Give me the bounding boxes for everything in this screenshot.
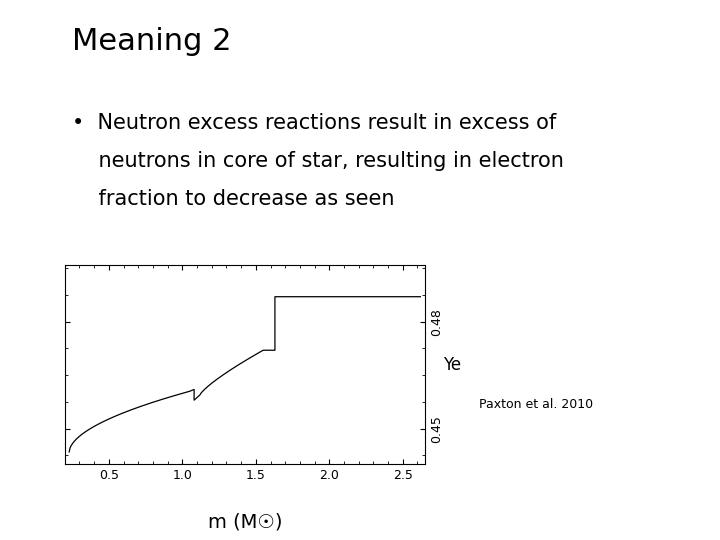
Text: Ye: Ye [443,355,461,374]
Text: Meaning 2: Meaning 2 [72,27,232,56]
Text: Paxton et al. 2010: Paxton et al. 2010 [479,399,593,411]
Text: neutrons in core of star, resulting in electron: neutrons in core of star, resulting in e… [72,151,564,171]
Text: •  Neutron excess reactions result in excess of: • Neutron excess reactions result in exc… [72,113,557,133]
Text: fraction to decrease as seen: fraction to decrease as seen [72,189,395,209]
Text: m (M☉): m (M☉) [207,513,282,532]
